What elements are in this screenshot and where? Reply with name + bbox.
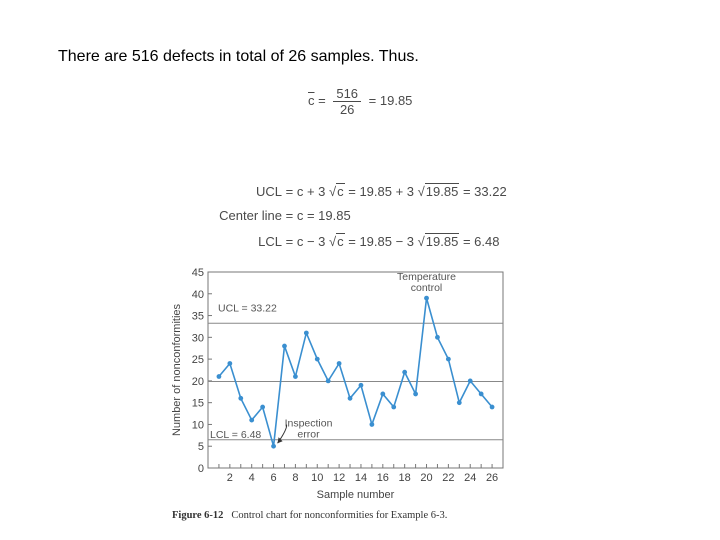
x-tick-label: 2 [227, 472, 233, 484]
y-tick-label: 0 [198, 463, 204, 475]
caption-figure-number: Figure 6-12 [172, 510, 224, 521]
data-point [424, 295, 429, 301]
annotation-arrowhead [277, 437, 283, 444]
data-point [467, 378, 473, 384]
data-point [456, 400, 462, 406]
y-tick-label: 30 [192, 332, 204, 344]
cbar-result: = 19.85 [368, 92, 413, 108]
cbar-denominator: 26 [339, 102, 355, 117]
data-point [282, 343, 287, 349]
data-point [260, 404, 266, 410]
center-eq-label: Center line [219, 208, 282, 223]
y-tick-label: 10 [192, 419, 204, 431]
y-tick-label: 20 [192, 376, 204, 388]
lcl-equation: LCL = c − 3 √c = 19.85 − 3 √19.85 = 6.48 [206, 233, 500, 249]
ucl-label: UCL = 33.22 [218, 302, 277, 314]
lcl-label: LCL = 6.48 [210, 429, 261, 441]
x-tick-label: 26 [486, 472, 498, 484]
cbar-equation: c = 516 26 = 19.85 [308, 86, 412, 117]
x-tick-label: 14 [355, 472, 367, 484]
data-point [271, 443, 276, 449]
annotation-temperature-line2: control [411, 282, 443, 294]
y-tick-label: 25 [192, 354, 204, 366]
data-point [293, 374, 298, 379]
ucl-equation: UCL = c + 3 √c = 19.85 + 3 √19.85 = 33.2… [206, 183, 507, 199]
caption-text: Control chart for nonconformities for Ex… [231, 510, 448, 521]
x-tick-label: 16 [377, 472, 389, 484]
ucl-eq-label: UCL [255, 184, 282, 199]
x-tick-label: 10 [311, 472, 323, 484]
figure-caption: Figure 6-12 Control chart for nonconform… [172, 510, 447, 521]
x-tick-label: 4 [249, 472, 255, 484]
y-tick-label: 35 [192, 311, 204, 323]
lcl-eq-result: = 6.48 [462, 234, 500, 249]
data-point [336, 361, 342, 366]
x-tick-label: 20 [420, 472, 432, 484]
data-point [303, 330, 309, 336]
data-point [478, 391, 484, 397]
center-eq-mid: = c = 19.85 [285, 208, 351, 223]
lcl-eq-sqrt-val: 19.85 [424, 233, 460, 249]
cbar-symbol: c [308, 92, 315, 108]
lcl-eq-2: = 19.85 − 3 [348, 234, 415, 249]
ucl-eq-2: = 19.85 + 3 [348, 184, 415, 199]
series-line [218, 297, 493, 447]
data-point [314, 356, 320, 362]
data-point [402, 369, 408, 375]
center-equation: Center line = c = 19.85 [206, 208, 351, 223]
y-tick-label: 5 [198, 441, 204, 453]
y-tick-label: 45 [192, 267, 204, 279]
y-axis-label: Number of nonconformities [171, 303, 183, 436]
data-point [413, 391, 418, 397]
data-point [347, 395, 353, 401]
data-point [380, 391, 386, 397]
data-point [489, 404, 495, 410]
x-tick-label: 6 [270, 472, 276, 484]
cbar-fraction: 516 26 [333, 86, 362, 117]
ucl-eq-result: = 33.22 [462, 184, 507, 199]
y-tick-label: 15 [192, 398, 204, 410]
ucl-eq-sqrt-sym: c [336, 183, 345, 199]
x-tick-label: 8 [292, 472, 298, 484]
data-point [325, 378, 331, 384]
lcl-eq-label: LCL [258, 234, 282, 249]
data-point [391, 404, 397, 410]
plot-frame [207, 271, 504, 469]
intro-text: There are 516 defects in total of 26 sam… [58, 48, 419, 65]
annotation-inspection-line2: error [297, 429, 320, 441]
ucl-eq-mid: = c + 3 [285, 184, 326, 199]
x-tick-label: 22 [442, 472, 454, 484]
data-point [238, 395, 244, 401]
x-tick-label: 12 [333, 472, 345, 484]
y-tick-label: 40 [192, 289, 204, 301]
annotation-inspection-line1: Inspection [285, 418, 333, 430]
cbar-numerator: 516 [333, 86, 362, 102]
data-point [249, 417, 255, 423]
lcl-eq-mid: = c − 3 [285, 234, 326, 249]
data-point [216, 374, 222, 379]
data-point [369, 422, 375, 427]
data-point [435, 334, 440, 340]
chart-series [216, 295, 495, 449]
data-point [445, 356, 451, 362]
data-point [358, 382, 364, 388]
data-point [227, 361, 233, 366]
annotation-temperature-line1: Temperature [397, 271, 456, 283]
cbar-equals: = [318, 92, 326, 108]
ucl-eq-sqrt-val: 19.85 [424, 183, 460, 199]
chart-reference-lines: UCL = 33.22 LCL = 6.48 [208, 302, 503, 441]
lcl-eq-sqrt-sym: c [336, 233, 345, 249]
x-axis-label: Sample number [317, 489, 395, 501]
x-tick-label: 18 [399, 472, 411, 484]
x-tick-label: 24 [464, 472, 476, 484]
